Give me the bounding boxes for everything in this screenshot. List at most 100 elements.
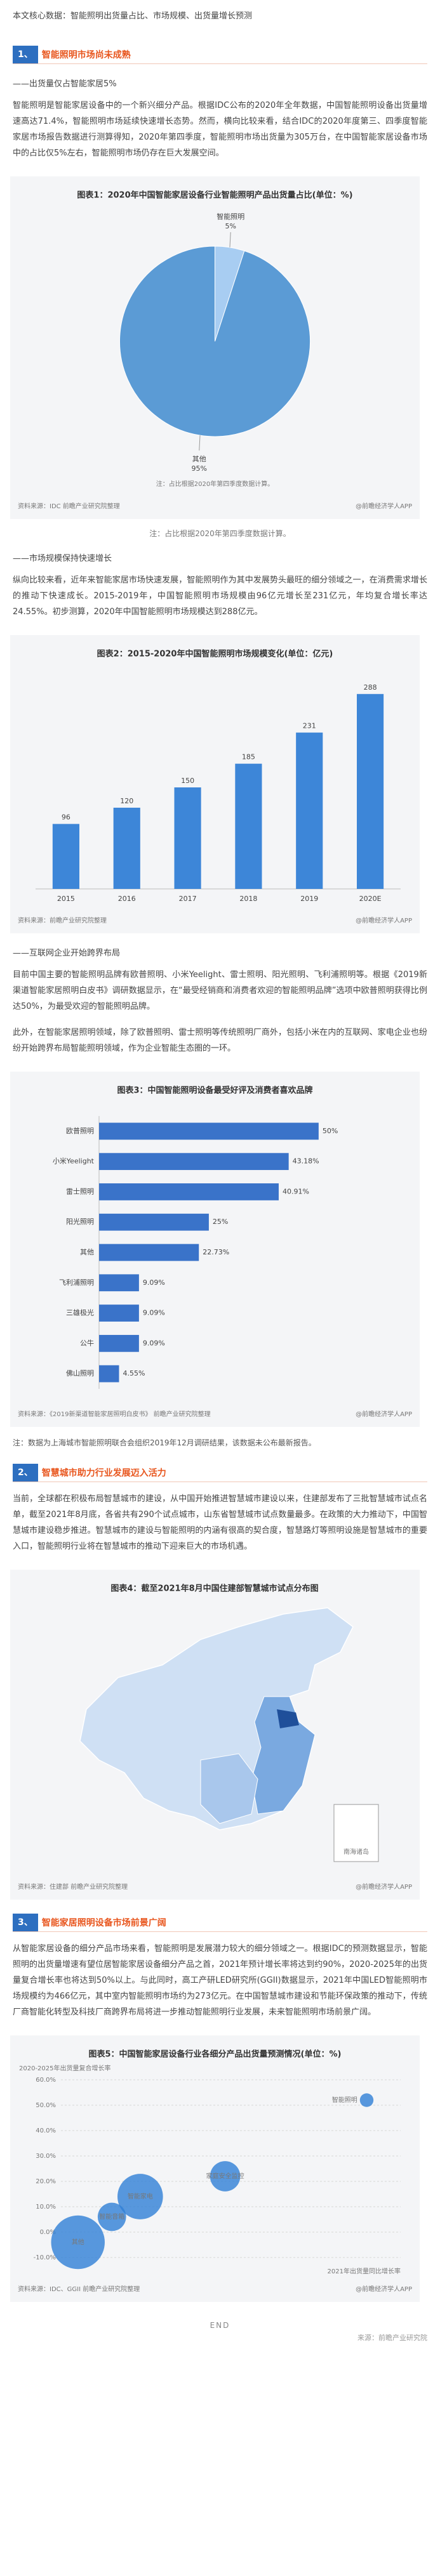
bar <box>99 1365 119 1383</box>
y-tick-label: 三雄极光 <box>66 1308 94 1317</box>
brand: @前瞻经济学人APP <box>356 1410 412 1418</box>
subheading: ——互联网企业开始跨界布局 <box>13 949 121 958</box>
y-tick-label: 欧普照明 <box>66 1126 94 1135</box>
bar-chart: 图表2：2015-2020年中国智能照明市场规模变化(单位：亿元) 96 2015 1… <box>18 649 412 925</box>
end-mark: END <box>210 2321 230 2330</box>
chart-box: 图表2：2015-2020年中国智能照明市场规模变化(单位：亿元) 96 2015 1… <box>10 635 420 933</box>
y-tick-label: 小米Yeelight <box>53 1157 95 1166</box>
map-box: 图表4：截至2021年8月中国住建部智慧城市试点分布图 南海诸岛 资料来源：住建… <box>10 1570 420 1900</box>
caption: 注：占比根据2020年第四季度数据计算。 <box>149 529 291 538</box>
x-tick-label: 2017 <box>179 895 197 903</box>
chart-box: 图表1：2020年中国智能家居设备行业智能照明产品出货量占比(单位：%) 智能照明… <box>10 176 420 519</box>
y-tick-label: 30.0% <box>36 2153 56 2160</box>
value-label: 9.09% <box>143 1339 165 1347</box>
bar <box>357 693 384 889</box>
value-label: 150 <box>181 777 194 785</box>
bubble-chart: 图表5：中国智能家居设备行业各细分产品出货量预测情况(单位：%) -10.0% 0.… <box>18 2049 412 2294</box>
bar <box>99 1274 139 1292</box>
value-label: 9.09% <box>143 1309 165 1317</box>
subheading: ——出货量仅占智能家居5% <box>13 79 117 89</box>
chart-title: 图表1：2020年中国智能家居设备行业智能照明产品出货量占比(单位：%) <box>77 190 352 200</box>
bar <box>113 808 140 889</box>
intro: 本文核心数据：智能照明出货量占比、市场规模、出货量增长预测 <box>13 11 253 21</box>
bubble <box>117 2174 163 2219</box>
chart-title: 图表2：2015-2020年中国智能照明市场规模变化(单位：亿元) <box>97 649 333 659</box>
chart-note: 注：占比根据2020年第四季度数据计算。 <box>156 480 274 488</box>
y-tick-label: 10.0% <box>36 2204 56 2211</box>
end-source: 来源：前瞻产业研究院 <box>357 2334 427 2342</box>
y-tick-label: 公牛 <box>80 1338 94 1347</box>
paragraph: 此外，在智能家居照明领域，除了欧普照明、雷士照明等传统照明厂商外，包括小米在内的… <box>13 1028 427 1053</box>
section-number: 3、 <box>13 1914 38 1931</box>
x-tick-label: 2019 <box>300 895 318 903</box>
map-region <box>277 1709 299 1728</box>
x-tick-label: 2018 <box>239 895 257 903</box>
map-title: 图表4：截至2021年8月中国住建部智慧城市试点分布图 <box>110 1584 318 1594</box>
value-label: 185 <box>242 753 255 761</box>
slice-value: 5% <box>225 222 236 230</box>
bar <box>99 1183 279 1200</box>
y-tick-label: 佛山照明 <box>66 1369 94 1377</box>
map: 图表4：截至2021年8月中国住建部智慧城市试点分布图 南海诸岛 资料来源：住建… <box>18 1584 412 1891</box>
y-tick-label: 雷士照明 <box>66 1187 94 1195</box>
leader-line <box>199 435 201 451</box>
bubble <box>97 2202 126 2231</box>
section-title: 智能家居照明设备市场前景广阔 <box>41 1918 166 1928</box>
bar <box>99 1122 319 1140</box>
map-region <box>200 1753 258 1824</box>
paragraph: 纵向比较来看，近年来智能家居市场快速发展，智能照明作为其中发展势头最旺的细分领域… <box>13 575 427 617</box>
bubble-label: 智能音箱 <box>99 2212 124 2221</box>
y-tick-label: 其他 <box>80 1248 94 1256</box>
pie-slice <box>119 246 310 437</box>
brand: @前瞻经济学人APP <box>356 2285 412 2293</box>
note: 注：数据为上海城市智能照明联合会组织2019年12月调研结果，该数据未公布最新报… <box>13 1438 316 1447</box>
slice-value: 95% <box>192 464 207 473</box>
brand: @前瞻经济学人APP <box>356 502 412 510</box>
y-tick-label: 飞利浦照明 <box>59 1278 94 1287</box>
bubble-label: 智能照明 <box>332 2096 357 2104</box>
x-tick-label: 2020E <box>359 895 382 903</box>
paragraph: 当前，全球都在积极布局智慧城市的建设，从中国开始推进智慧城市建设以来，住建部发布… <box>13 1494 427 1551</box>
x-tick-label: 2016 <box>118 895 136 903</box>
bubble <box>359 2093 374 2107</box>
section-heading: 1、 智能照明市场尚未成熟 <box>13 46 427 64</box>
paragraph: 目前中国主要的智能照明品牌有欧普照明、小米Yeelight、雷士照明、阳光照明、… <box>13 970 427 1011</box>
value-label: 40.91% <box>283 1187 309 1195</box>
value-label: 9.09% <box>143 1278 165 1287</box>
source: 资料来源：前瞻产业研究院整理 <box>18 916 107 924</box>
value-label: 231 <box>303 722 316 730</box>
chart-box: 图表5：中国智能家居设备行业各细分产品出货量预测情况(单位：%) -10.0% 0.… <box>10 2035 420 2302</box>
y-tick-label: -10.0% <box>34 2254 56 2261</box>
section-heading: 2、 智慧城市助力行业发展迈入活力 <box>13 1464 427 1482</box>
value-label: 96 <box>62 813 70 822</box>
bar <box>296 732 323 889</box>
value-label: 120 <box>120 797 133 805</box>
bubble-label: 其他 <box>72 2238 84 2246</box>
bar <box>235 763 262 889</box>
bar <box>99 1244 199 1261</box>
value-label: 288 <box>364 683 377 692</box>
bar <box>99 1304 139 1322</box>
section-title: 智慧城市助力行业发展迈入活力 <box>41 1468 166 1478</box>
chart-box: 图表3：中国智能照明设备最受好评及消费者喜欢品牌 50% 欧普照明 43.18% 小米Y… <box>10 1072 420 1427</box>
bar <box>99 1334 139 1352</box>
y-tick-label: 60.0% <box>36 2077 56 2084</box>
map-region <box>251 1696 316 1815</box>
paragraph: 从智能家居设备的细分产品市场来看，智能照明是发展潜力较大的细分领域之一。根据ID… <box>13 1944 427 2017</box>
paragraph: 智能照明是智能家居设备中的一个新兴细分产品。根据IDC公布的2020年全年数据，… <box>13 101 427 158</box>
value-label: 4.55% <box>123 1369 145 1377</box>
chart-title: 图表3：中国智能照明设备最受好评及消费者喜欢品牌 <box>117 1086 312 1096</box>
brand: @前瞻经济学人APP <box>356 1883 412 1891</box>
slice-label: 智能照明 <box>217 212 244 221</box>
value-label: 25% <box>213 1218 228 1226</box>
value-label: 43.18% <box>293 1157 319 1166</box>
slice-label: 其他 <box>192 455 206 463</box>
bubble-label: 家庭安全监控 <box>206 2172 244 2180</box>
y-tick-label: 阳光照明 <box>66 1217 94 1226</box>
chart-title: 图表5：中国智能家居设备行业各细分产品出货量预测情况(单位：%) <box>89 2049 342 2060</box>
source: 资料来源：IDC 前瞻产业研究院整理 <box>18 502 120 510</box>
y-tick-label: 20.0% <box>36 2178 56 2185</box>
brand: @前瞻经济学人APP <box>356 916 412 924</box>
section-number: 1、 <box>13 46 38 63</box>
